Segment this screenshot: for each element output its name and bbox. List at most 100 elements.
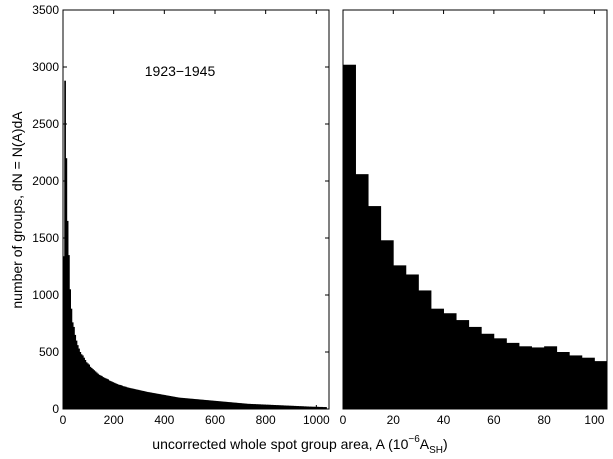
left-y-tick-label: 1500 [32, 231, 59, 245]
left-histogram-bar [178, 397, 180, 409]
left-histogram-bar [94, 371, 97, 409]
left-histogram-bar [160, 394, 163, 409]
right-x-ticks: 0 20 40 60 80 100 [340, 10, 605, 427]
left-histogram-bar [197, 399, 199, 409]
left-histogram-bar [65, 158, 68, 409]
left-histogram-bar [244, 403, 246, 409]
left-histogram-bar [142, 390, 145, 409]
left-histogram-bar [113, 382, 116, 409]
left-histogram-bar [317, 406, 320, 409]
left-histogram-bar [188, 398, 191, 409]
right-x-tick-label: 40 [437, 413, 451, 427]
right-x-tick-label: 0 [340, 413, 347, 427]
left-histogram-bar [207, 400, 210, 409]
left-histogram-bar [149, 392, 151, 409]
left-histogram-bar [83, 357, 85, 409]
right-histogram-bar [493, 338, 507, 409]
left-histogram-bar [277, 405, 279, 409]
left-histogram-bar [111, 381, 113, 409]
left-histogram-bar [168, 395, 170, 409]
left-histogram-bar [301, 406, 303, 409]
right-histogram-bar [393, 265, 407, 409]
left-histogram-bar [93, 370, 96, 409]
left-histogram-bar [161, 394, 164, 409]
left-x-ticks: 0 200 400 600 800 1000 [60, 10, 330, 427]
left-histogram-bar [171, 396, 174, 409]
right-histogram-bar [456, 320, 470, 409]
left-histogram-bar [165, 395, 168, 409]
left-histogram-bar [230, 402, 232, 409]
left-histogram-bar [68, 255, 70, 409]
left-histogram-bar [192, 398, 194, 409]
left-histogram-bar [211, 400, 213, 409]
left-y-tick-label: 3000 [32, 60, 59, 74]
left-histogram-bar [170, 396, 173, 409]
y-axis-label: number of groups, dN = N(A)dA [9, 111, 25, 309]
right-histogram-bar [418, 290, 432, 409]
left-histogram-bar [260, 404, 263, 409]
left-histogram-bar [251, 403, 254, 409]
right-histogram-bar [431, 308, 444, 409]
left-histogram-bar [289, 405, 292, 409]
left-histogram-bar [125, 386, 127, 409]
left-histogram-bar [316, 406, 318, 409]
left-histogram-bar [275, 405, 278, 409]
left-histogram-bar [253, 404, 255, 409]
left-histogram-bar [74, 334, 77, 409]
right-histogram-bars [343, 64, 608, 409]
left-histogram-bar [169, 396, 172, 409]
right-histogram-bar [380, 240, 394, 409]
left-x-tick-label: 800 [256, 413, 276, 427]
left-histogram-bar [104, 378, 107, 409]
left-histogram-bar [120, 385, 122, 409]
left-axes-frame [62, 9, 330, 410]
left-histogram-bar [308, 406, 311, 409]
left-histogram-panel: 0 500 1000 1500 2000 2500 3000 3500 0 200 400 600 8… [32, 3, 330, 427]
left-histogram-bar [187, 398, 189, 409]
left-histogram-bar [208, 400, 211, 409]
left-histogram-bar [203, 399, 206, 409]
right-histogram-bar [519, 346, 532, 409]
left-histogram-bar [76, 345, 79, 409]
left-histogram-bar [80, 354, 83, 409]
left-histogram-bar [156, 393, 159, 409]
left-histogram-bar [322, 407, 325, 409]
left-histogram-bar [123, 386, 126, 409]
left-histogram-bar [166, 395, 169, 409]
left-histogram-bar [241, 403, 244, 409]
left-histogram-bar [131, 388, 134, 409]
left-histogram-bar [128, 387, 131, 409]
left-histogram-bar [272, 404, 274, 409]
left-histogram-bar [321, 406, 324, 409]
left-histogram-bar [265, 404, 268, 409]
right-x-tick-label: 20 [387, 413, 401, 427]
left-histogram-bar [239, 403, 241, 409]
left-histogram-bar [159, 394, 161, 409]
left-x-tick-label: 1000 [303, 413, 330, 427]
left-histogram-bar [254, 404, 256, 409]
right-histogram-bar [481, 333, 495, 409]
left-histogram-bar [137, 389, 140, 409]
left-histogram-bar [180, 397, 183, 409]
left-histogram-bar [152, 393, 155, 409]
left-histogram-bar [196, 399, 198, 409]
left-histogram-bar [320, 406, 322, 409]
left-histogram-bar [292, 405, 294, 409]
left-histogram-bar [71, 322, 74, 409]
left-histogram-bar [268, 404, 270, 409]
right-histogram-bar [355, 174, 369, 409]
left-histogram-bar [306, 406, 308, 409]
left-histogram-bar [237, 402, 240, 409]
left-histogram-bar [158, 393, 160, 409]
left-y-tick-label: 2500 [32, 117, 59, 131]
left-histogram-bar [193, 398, 196, 409]
left-histogram-bar [293, 405, 296, 409]
right-histogram-bar [468, 326, 482, 409]
left-histogram-bar [296, 406, 298, 409]
left-histogram-bar [311, 406, 313, 409]
right-histogram-bar [581, 357, 595, 409]
left-histogram-bar [199, 399, 202, 409]
left-histogram-bar [70, 308, 73, 409]
left-histogram-bar [109, 381, 112, 409]
left-histogram-bar [79, 352, 82, 409]
